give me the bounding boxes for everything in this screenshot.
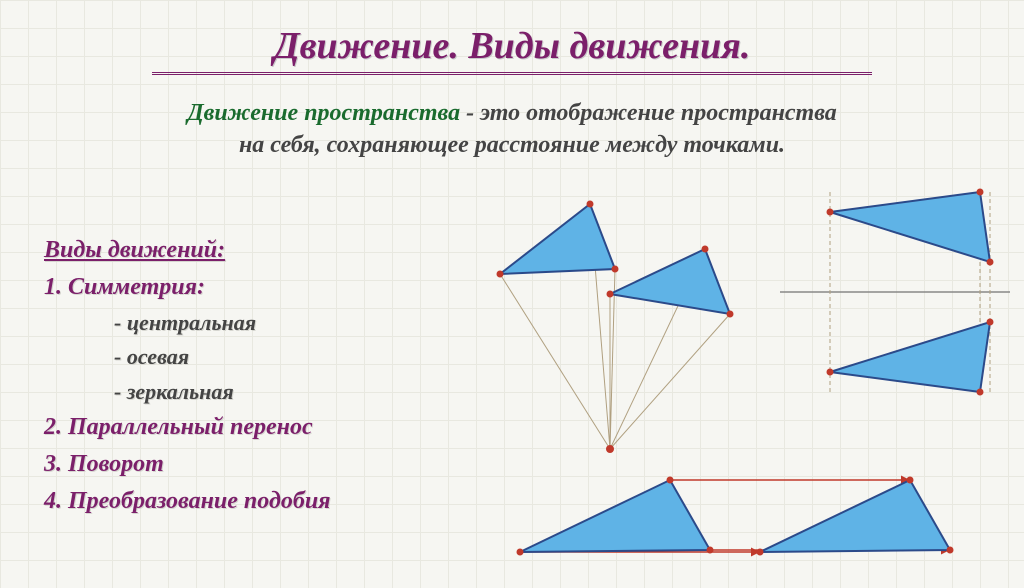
definition-rest-2: на себя, сохраняющее расстояние между то…: [239, 132, 785, 158]
definition-rest-1: - это отображение пространства: [460, 100, 837, 126]
types-list: Виды движений: 1. Симметрия: - центральн…: [44, 232, 331, 520]
types-item-2: 2. Параллельный перенос: [44, 409, 331, 446]
types-item-3: 3. Поворот: [44, 446, 331, 483]
types-item-1-sub-1: - центральная: [44, 306, 331, 340]
page-title: Движение. Виды движения.: [152, 14, 872, 75]
diagram-parallel-translate: [510, 462, 1010, 582]
diagram-axial-symmetry: [780, 182, 1010, 412]
types-item-1: 1. Симметрия:: [44, 269, 331, 306]
types-item-1-sub-3: - зеркальная: [44, 375, 331, 409]
definition-text: Движение пространства - это отображение …: [60, 97, 964, 162]
types-item-4: 4. Преобразование подобия: [44, 483, 331, 520]
diagram-central-symmetry: [470, 194, 750, 454]
types-header: Виды движений:: [44, 232, 331, 269]
types-item-1-sub-2: - осевая: [44, 340, 331, 374]
definition-term: Движение пространства: [187, 100, 460, 126]
